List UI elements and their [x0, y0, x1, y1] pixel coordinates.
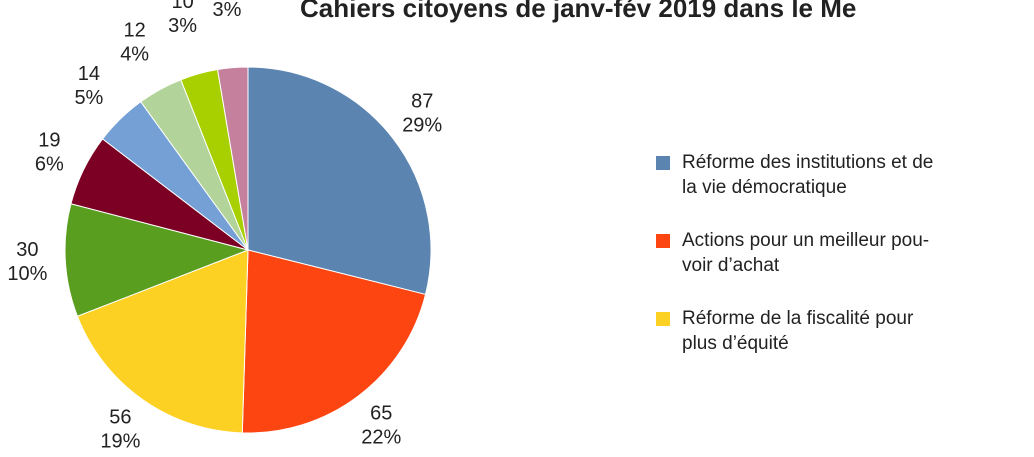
percent-label: 3% — [213, 0, 242, 21]
pie-slice — [76, 249, 249, 434]
percent-label: 22% — [361, 427, 401, 449]
percent-label: 29% — [402, 114, 442, 136]
legend-label: Réforme des institutions et de la vie dé… — [682, 152, 934, 198]
pie-slice — [247, 66, 432, 296]
pie-slice — [241, 249, 427, 434]
percent-label: 6% — [35, 153, 64, 175]
chart-title: Cahiers citoyens de janv-fév 2019 dans l… — [300, 0, 856, 23]
value-label: 87 — [411, 90, 433, 112]
percent-label: 3% — [168, 15, 197, 37]
legend-label: Réforme de la fiscalité pour plus d’équi… — [682, 308, 914, 354]
value-label: 14 — [78, 63, 100, 85]
value-label: 30 — [16, 239, 38, 261]
pie-slice — [64, 203, 250, 317]
value-label: 56 — [109, 407, 131, 429]
percent-label: 10% — [7, 263, 47, 285]
value-label: 19 — [38, 129, 60, 151]
percent-label: 4% — [120, 43, 149, 65]
percent-label: 5% — [74, 87, 103, 109]
pie-slice — [217, 66, 249, 251]
legend-swatch — [656, 234, 670, 248]
legend-swatch — [656, 156, 670, 170]
value-label: 12 — [124, 19, 146, 41]
value-label: 65 — [370, 403, 392, 425]
legend-label: Actions pour un meilleur pou- voir d’ach… — [682, 230, 930, 276]
legend-swatch — [656, 312, 670, 326]
value-label: 10 — [171, 0, 193, 13]
percent-label: 19% — [100, 431, 140, 453]
